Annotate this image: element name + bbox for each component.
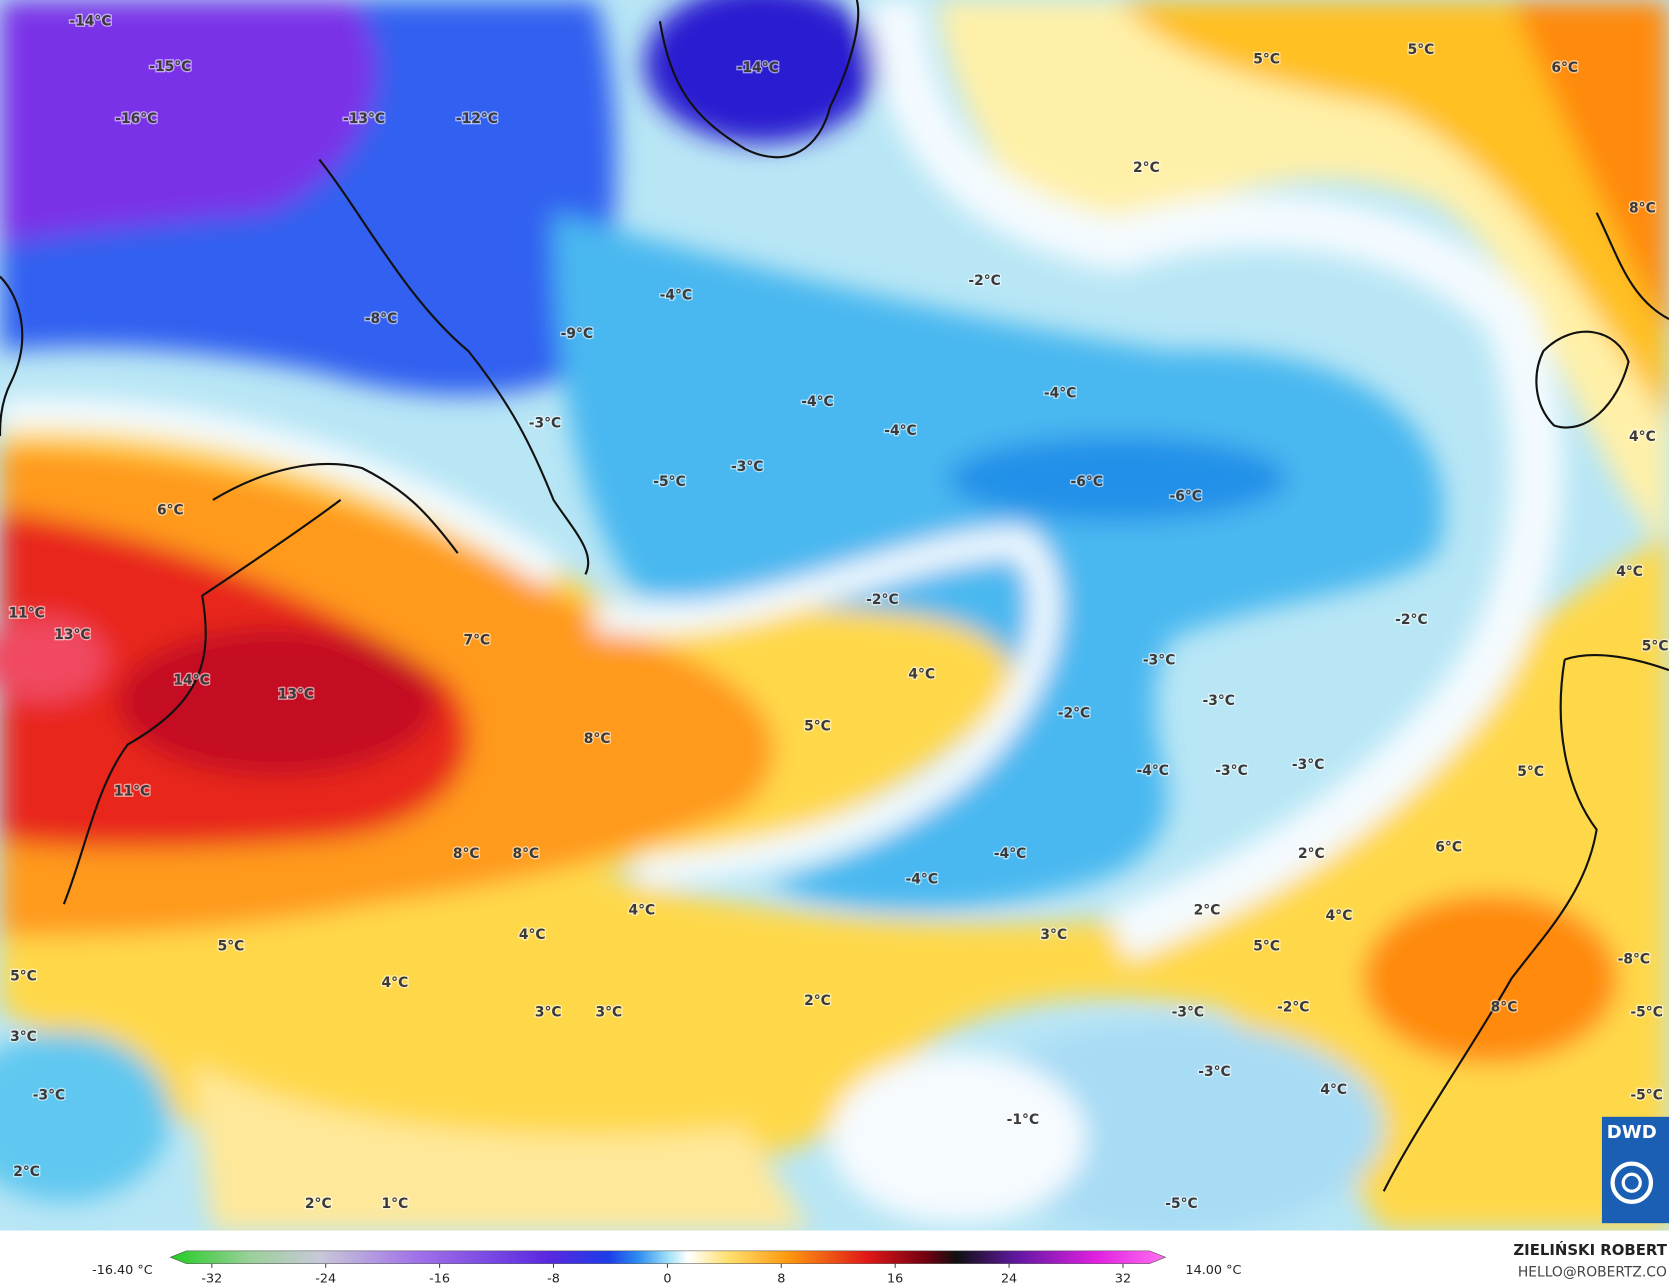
temperature-label: 13°C [54, 627, 90, 643]
colorbar-tick-label: -16 [429, 1272, 450, 1287]
temperature-label: -4°C [1044, 386, 1076, 402]
temperature-label: 5°C [218, 939, 245, 955]
temperature-label: 5°C [1408, 42, 1435, 58]
temperature-label: 11°C [114, 783, 150, 799]
temperature-label: -4°C [906, 872, 938, 888]
temperature-label: 8°C [453, 846, 480, 862]
temperature-label: -13°C [343, 111, 385, 127]
email: HELLO@ROBERTZ.CO [1518, 1264, 1667, 1280]
temperature-label: 5°C [1642, 639, 1669, 655]
temperature-label: 4°C [519, 927, 546, 943]
temperature-label: -4°C [884, 423, 916, 439]
temperature-label: -4°C [994, 846, 1026, 862]
temperature-label: 8°C [1629, 200, 1656, 216]
colorbar-tick-label: 0 [663, 1272, 671, 1287]
temperature-label: 2°C [305, 1196, 332, 1212]
temperature-label: 4°C [1326, 908, 1353, 924]
temperature-label: 4°C [1629, 429, 1656, 445]
temperature-label: -6°C [1071, 474, 1103, 490]
temperature-label: -14°C [737, 60, 779, 76]
temperature-label: 6°C [1551, 60, 1578, 76]
temperature-labels: -14°C -15°C -16°C -13°C -12°C -14°C 5°C 5°C 6°C 2… [7, 12, 1669, 1213]
temperature-label: 6°C [1435, 840, 1462, 856]
temperature-label: 14°C [173, 673, 209, 689]
temperature-label: -3°C [529, 415, 561, 431]
temperature-label: 5°C [10, 968, 37, 984]
temperature-label: 2°C [13, 1164, 40, 1180]
temperature-label: -16°C [115, 111, 157, 127]
colorbar-tick-label: 16 [887, 1272, 903, 1287]
temperature-label: 1°C [382, 1196, 409, 1212]
temperature-label: 3°C [10, 1029, 37, 1045]
temperature-label: 6°C [157, 503, 184, 519]
author: ZIELIŃSKI ROBERT [1513, 1241, 1667, 1259]
temperature-label: 3°C [1040, 927, 1067, 943]
temperature-label: -2°C [866, 592, 898, 608]
temperature-label: 2°C [1298, 846, 1325, 862]
temperature-label: -2°C [968, 273, 1000, 289]
temperature-label: 11°C [8, 606, 44, 622]
colorbar-tick-label: -24 [315, 1272, 336, 1287]
colorbar-tick-label: 32 [1115, 1272, 1131, 1287]
temperature-label: -3°C [1198, 1064, 1230, 1080]
colorbar-max: 14.00 °C [1185, 1263, 1241, 1278]
temperature-label: -9°C [561, 326, 593, 342]
temperature-label: 2°C [1194, 902, 1221, 918]
temperature-label: -3°C [1292, 757, 1324, 773]
temperature-label: 4°C [382, 975, 409, 991]
temperature-label: 3°C [595, 1005, 622, 1021]
temperature-label: 4°C [1320, 1082, 1347, 1098]
temperature-label: -2°C [1058, 706, 1090, 722]
temperature-label: 4°C [908, 666, 935, 682]
temperature-label: -3°C [1172, 1005, 1204, 1021]
temperature-label: -3°C [33, 1088, 65, 1104]
logo-text: DWD [1607, 1122, 1657, 1143]
temperature-label: -5°C [653, 474, 685, 490]
temperature-label: -3°C [1215, 763, 1247, 779]
colorbar-tick-label: -8 [547, 1272, 560, 1287]
temperature-label: 4°C [1616, 564, 1643, 580]
temperature-label: -5°C [1630, 1088, 1662, 1104]
coastlines [0, 0, 1669, 1192]
temperature-label: -12°C [456, 111, 498, 127]
colorbar-tick-label: -32 [201, 1272, 222, 1287]
temperature-label: 5°C [804, 718, 831, 734]
temperature-label: -4°C [801, 394, 833, 410]
temperature-label: -3°C [1143, 653, 1175, 669]
temperature-label: 13°C [278, 687, 314, 703]
temperature-label: 8°C [512, 846, 539, 862]
temperature-label: -2°C [1277, 999, 1309, 1015]
temperature-label: 5°C [1253, 939, 1280, 955]
temperature-label: 5°C [1517, 764, 1544, 780]
temperature-label: 8°C [1491, 999, 1518, 1015]
temperature-label: -1°C [1007, 1112, 1039, 1128]
temperature-label: -3°C [731, 459, 763, 475]
temperature-label: 7°C [464, 632, 491, 648]
colorbar-min: -16.40 °C [92, 1263, 153, 1278]
colorbar: -32 -24 -16 -8 0 8 16 24 32 -16.40 °C 14.00 °C [92, 1250, 1241, 1287]
temperature-label: 5°C [1253, 52, 1280, 68]
colorbar-tick-label: 8 [777, 1272, 785, 1287]
temperature-label: -5°C [1630, 1005, 1662, 1021]
temperature-label: 8°C [584, 731, 611, 747]
temperature-label: -8°C [1618, 951, 1650, 967]
temperature-label: -4°C [660, 288, 692, 304]
temperature-field: -14°C -15°C -16°C -13°C -12°C -14°C 5°C 5°C 6°C 2… [0, 0, 1669, 1231]
temperature-label: 4°C [628, 902, 655, 918]
temperature-label: -8°C [365, 311, 397, 327]
temperature-label: -15°C [149, 59, 191, 75]
temperature-label: 2°C [1133, 160, 1160, 176]
temperature-label: -14°C [69, 13, 111, 29]
temperature-label: 3°C [535, 1005, 562, 1021]
temperature-label: 2°C [804, 993, 831, 1009]
dwd-logo: DWD [1601, 1116, 1669, 1224]
temperature-label: -5°C [1165, 1196, 1197, 1212]
temperature-label: -6°C [1170, 489, 1202, 505]
temperature-label: -4°C [1137, 763, 1169, 779]
colorbar-tick-label: 24 [1001, 1272, 1017, 1287]
temperature-label: -2°C [1395, 612, 1427, 628]
temperature-label: -3°C [1203, 693, 1235, 709]
